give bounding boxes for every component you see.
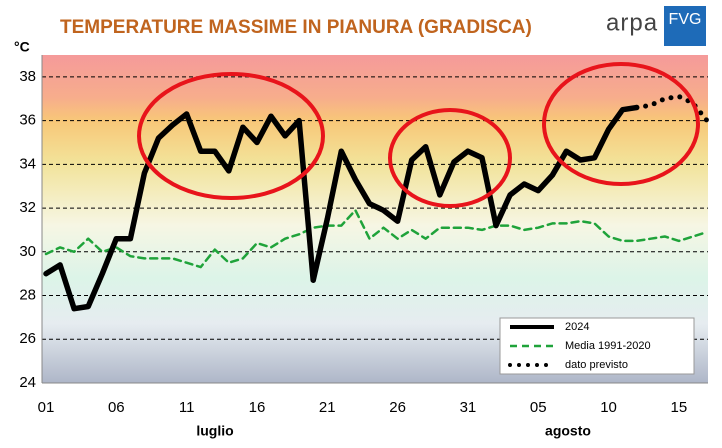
logo-badge <box>664 6 706 46</box>
month-label: agosto <box>545 423 591 439</box>
series-line <box>43 104 640 312</box>
highlight-circle <box>542 62 700 186</box>
logo-text: arpa <box>606 9 658 36</box>
x-tick-label: 06 <box>108 399 125 416</box>
y-tick-label: 30 <box>19 243 36 260</box>
plot: 24 26 28 30 32 34 36 38 01 06 11 16 21 26 31 05 10 15 lugl… <box>19 55 710 439</box>
y-tick-label: 38 <box>19 68 36 85</box>
legend-label: Media 1991-2020 <box>565 340 651 352</box>
x-tick-label: 11 <box>179 399 195 416</box>
x-tick-label: 01 <box>38 399 55 416</box>
y-tick-label: 26 <box>19 330 36 347</box>
x-tick-label: 16 <box>249 399 266 416</box>
x-tick-label: 10 <box>600 399 617 416</box>
x-tick-label: 15 <box>671 399 688 416</box>
y-tick-label: 24 <box>19 374 36 391</box>
y-tick-label: 32 <box>19 199 36 216</box>
y-tick-label: 34 <box>19 155 36 172</box>
legend-label: dato previsto <box>565 359 628 371</box>
y-axis-label: °C <box>14 39 30 55</box>
y-tick-label: 28 <box>19 287 36 304</box>
month-label: luglio <box>196 423 233 439</box>
highlight-circle <box>388 108 512 208</box>
series-line <box>44 209 709 269</box>
y-tick-label: 36 <box>19 112 36 129</box>
logo-badge-text: FVG <box>669 11 702 28</box>
x-tick-label: 26 <box>389 399 406 416</box>
x-tick-label: 21 <box>319 399 336 416</box>
chart-title: TEMPERATURE MASSIME IN PIANURA (GRADISCA… <box>60 17 532 38</box>
legend-label: 2024 <box>565 321 589 333</box>
x-tick-label: 31 <box>460 399 477 416</box>
x-tick-label: 05 <box>530 399 547 416</box>
highlight-circle <box>137 72 325 200</box>
